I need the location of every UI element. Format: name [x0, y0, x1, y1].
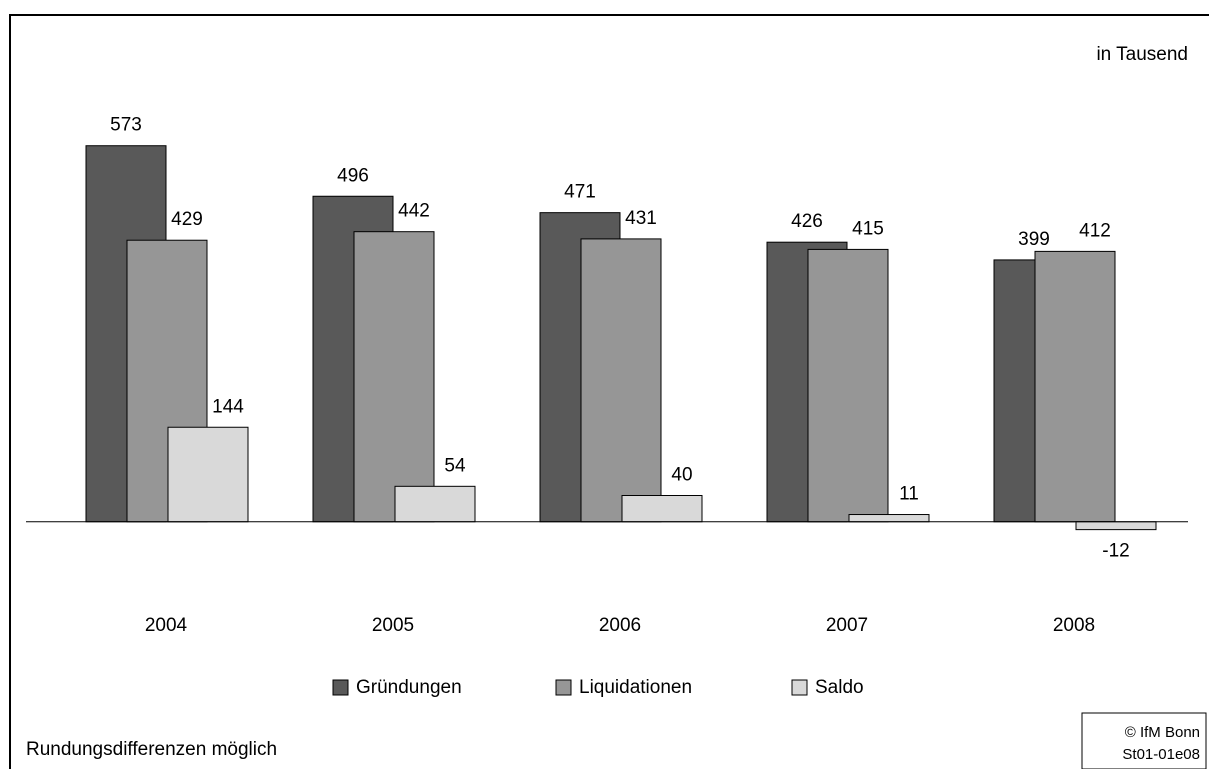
- value-label: 429: [171, 209, 203, 230]
- bar: [848, 514, 930, 523]
- value-label: 415: [852, 218, 884, 239]
- value-label: 54: [444, 455, 466, 476]
- legend-swatch: [555, 679, 572, 696]
- unit-note: in Tausend: [1096, 44, 1188, 65]
- value-label: -12: [1102, 541, 1129, 562]
- value-label: 573: [110, 115, 142, 136]
- value-label: 442: [398, 201, 430, 222]
- value-label: 426: [791, 211, 823, 232]
- x-tick-label: 2005: [372, 615, 414, 636]
- bar: [1034, 250, 1116, 523]
- bar: [353, 231, 435, 523]
- source: © IfM Bonn: [1125, 724, 1200, 741]
- legend-label: Saldo: [815, 677, 864, 698]
- value-label: 11: [899, 484, 919, 505]
- bar: [807, 248, 889, 523]
- legend-swatch: [791, 679, 808, 696]
- value-label: 144: [212, 396, 244, 417]
- bar: [580, 238, 662, 523]
- value-label: 40: [671, 465, 692, 486]
- bar: [167, 426, 249, 523]
- x-tick-label: 2006: [599, 615, 641, 636]
- legend-swatch: [332, 679, 349, 696]
- bar: [1075, 521, 1157, 531]
- frame: [9, 14, 1209, 769]
- value-label: 471: [564, 182, 596, 203]
- bar: [394, 485, 476, 523]
- x-tick-label: 2004: [145, 615, 188, 636]
- bar: [621, 495, 703, 523]
- legend-label: Gründungen: [356, 677, 462, 698]
- x-tick-label: 2008: [1053, 615, 1095, 636]
- legend-label: Liquidationen: [579, 677, 692, 698]
- value-label: 412: [1079, 220, 1111, 241]
- value-label: 399: [1018, 229, 1050, 250]
- footnote: Rundungsdifferenzen möglich: [26, 739, 277, 760]
- value-label: 431: [625, 208, 657, 229]
- source-box: [1081, 712, 1207, 769]
- source: St01-01e08: [1122, 746, 1200, 763]
- value-label: 496: [337, 165, 369, 186]
- x-tick-label: 2007: [826, 615, 868, 636]
